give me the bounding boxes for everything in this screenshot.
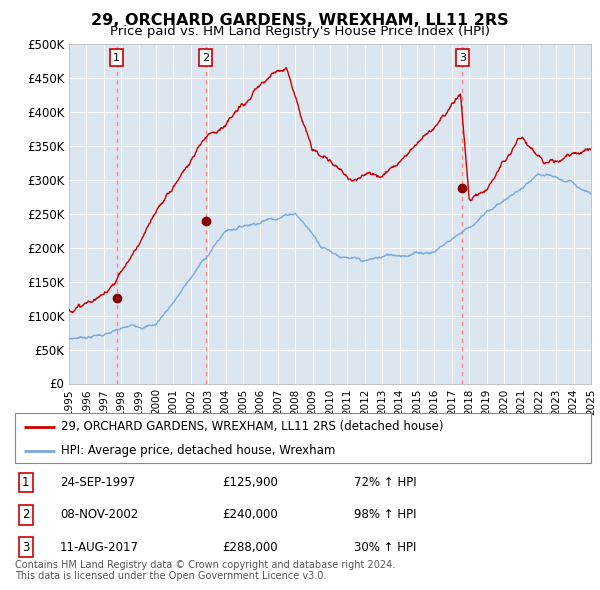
- Text: 30% ↑ HPI: 30% ↑ HPI: [354, 540, 416, 554]
- Text: 1: 1: [22, 476, 29, 489]
- Text: 24-SEP-1997: 24-SEP-1997: [60, 476, 135, 489]
- Text: 2: 2: [22, 508, 29, 522]
- Text: Price paid vs. HM Land Registry's House Price Index (HPI): Price paid vs. HM Land Registry's House …: [110, 25, 490, 38]
- Text: 2: 2: [202, 53, 209, 63]
- Text: 3: 3: [22, 540, 29, 554]
- Text: 29, ORCHARD GARDENS, WREXHAM, LL11 2RS (detached house): 29, ORCHARD GARDENS, WREXHAM, LL11 2RS (…: [61, 420, 443, 433]
- Text: 08-NOV-2002: 08-NOV-2002: [60, 508, 138, 522]
- Text: 3: 3: [459, 53, 466, 63]
- Text: HPI: Average price, detached house, Wrexham: HPI: Average price, detached house, Wrex…: [61, 444, 335, 457]
- Text: £288,000: £288,000: [222, 540, 278, 554]
- Text: £125,900: £125,900: [222, 476, 278, 489]
- Text: 72% ↑ HPI: 72% ↑ HPI: [354, 476, 416, 489]
- Text: 1: 1: [113, 53, 120, 63]
- Text: Contains HM Land Registry data © Crown copyright and database right 2024.
This d: Contains HM Land Registry data © Crown c…: [15, 559, 395, 581]
- Text: 29, ORCHARD GARDENS, WREXHAM, LL11 2RS: 29, ORCHARD GARDENS, WREXHAM, LL11 2RS: [91, 13, 509, 28]
- Text: £240,000: £240,000: [222, 508, 278, 522]
- FancyBboxPatch shape: [15, 413, 591, 463]
- Text: 11-AUG-2017: 11-AUG-2017: [60, 540, 139, 554]
- Text: 98% ↑ HPI: 98% ↑ HPI: [354, 508, 416, 522]
